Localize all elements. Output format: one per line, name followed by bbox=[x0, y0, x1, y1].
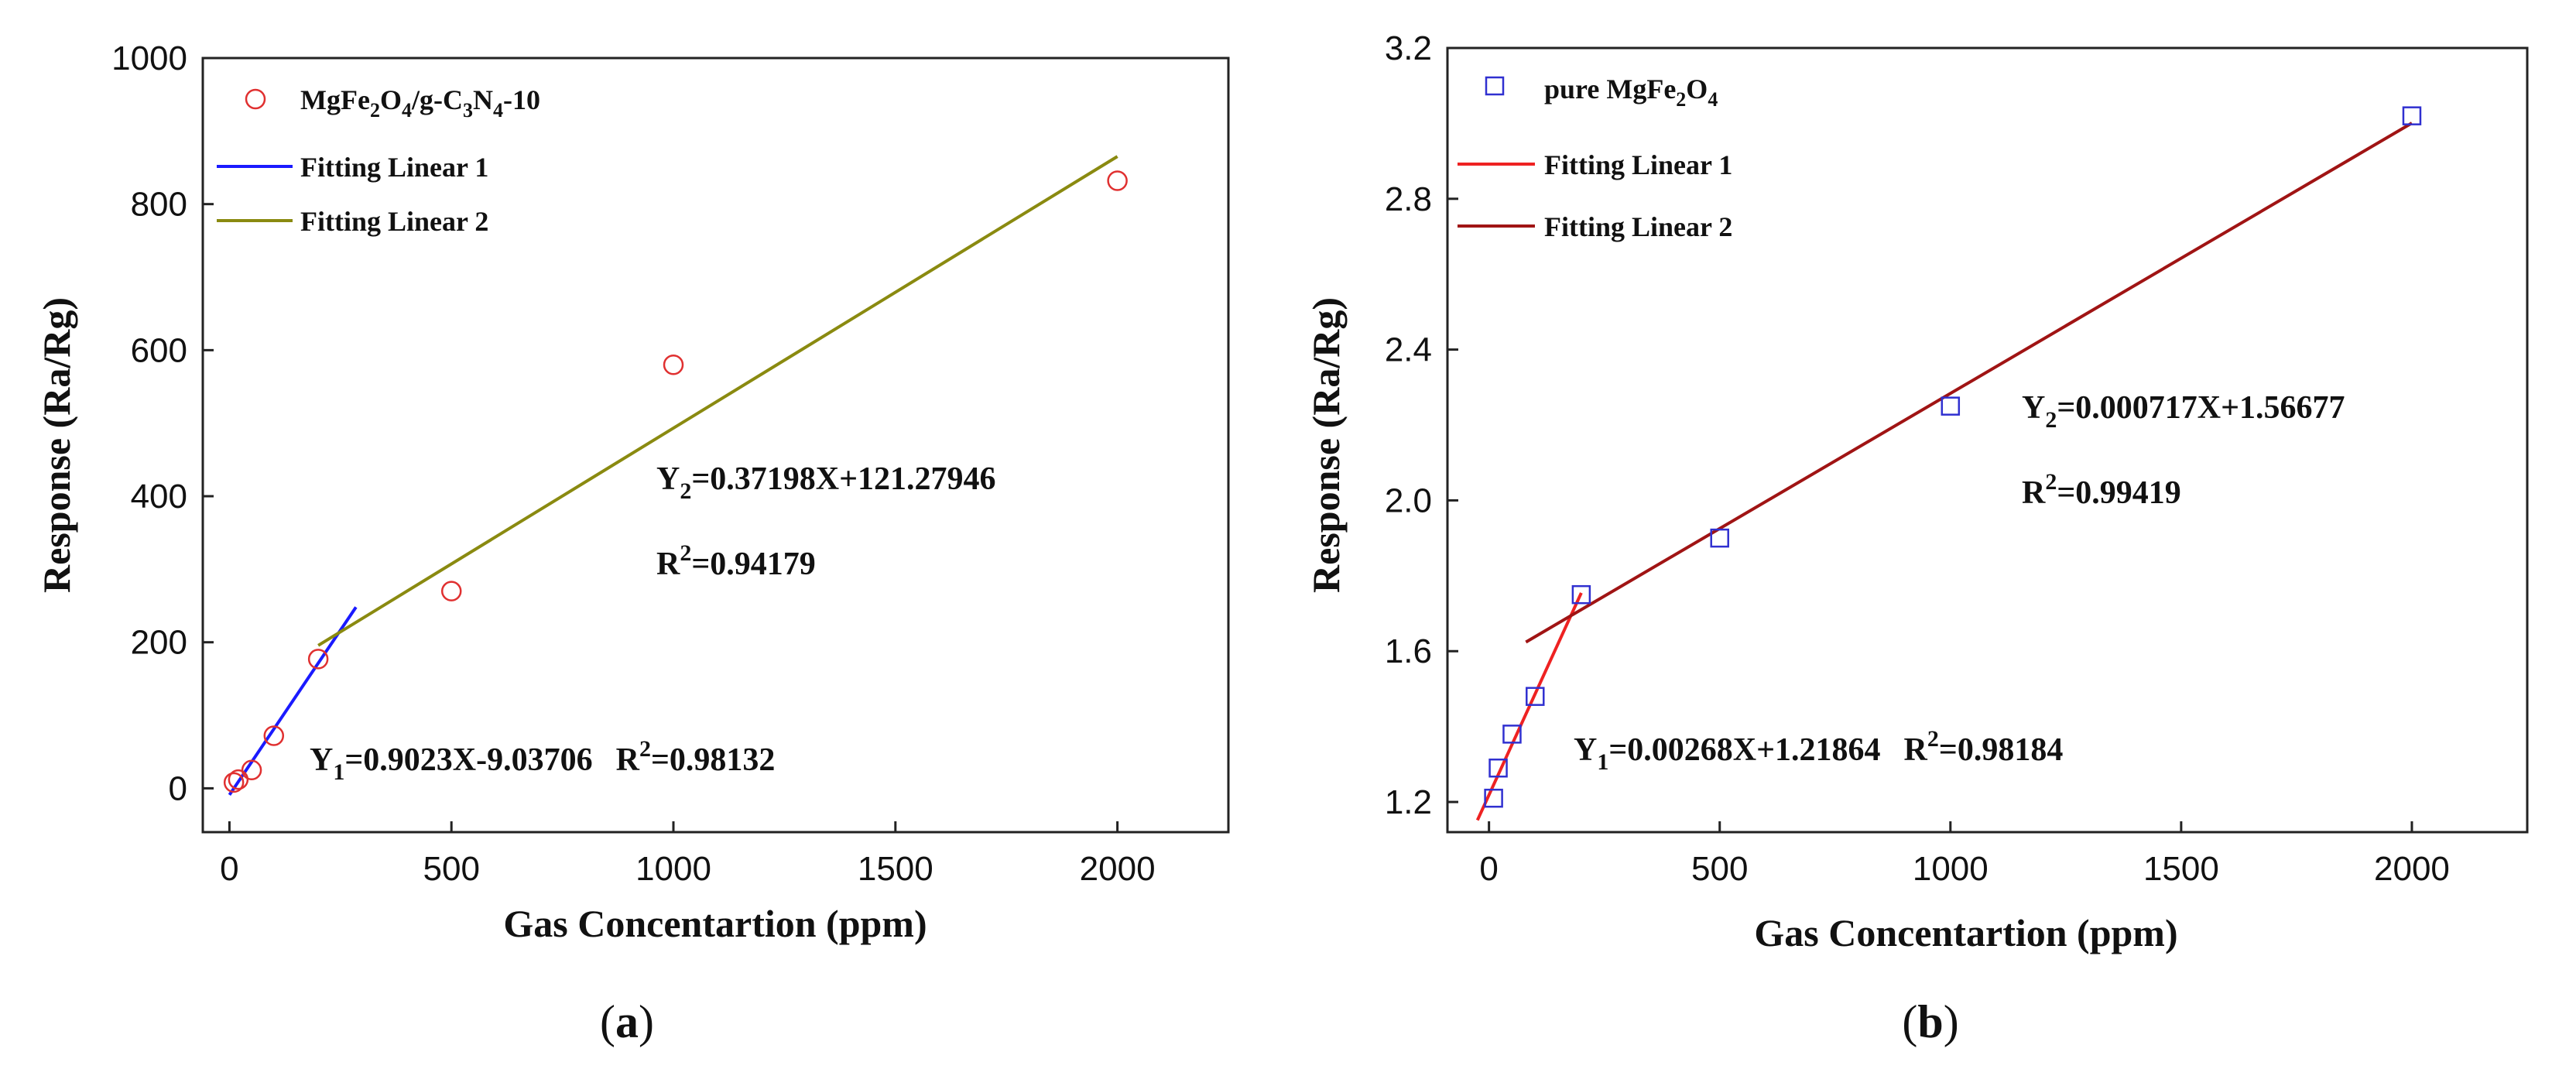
y-tick-label: 1000 bbox=[111, 39, 187, 77]
data-point bbox=[223, 772, 245, 793]
x-tick-label: 500 bbox=[1691, 850, 1748, 888]
chart-b-svg: 0 500 1000 1500 2000 1.2 1.6 2.0 2.4 2.8 3.2 Gas C… bbox=[1304, 29, 2529, 1047]
data-point bbox=[1710, 528, 1729, 548]
x-tick-label: 1500 bbox=[2143, 850, 2219, 888]
y-axis-title: Response (Ra/Rg) bbox=[35, 297, 78, 593]
equation-fit2: Y2=0.000717X+1.56677 bbox=[2022, 390, 2345, 433]
x-tick-label: 1000 bbox=[1913, 850, 1989, 888]
x-axis-title: Gas Concentartion (ppm) bbox=[503, 902, 927, 945]
data-point bbox=[1107, 170, 1128, 191]
legend-label-fit1: Fitting Linear 1 bbox=[1544, 149, 1732, 180]
legend: pure MgFe2O4 Fitting Linear 1 Fitting Li… bbox=[1458, 74, 1732, 242]
x-tick-label: 500 bbox=[423, 850, 480, 888]
plot-frame bbox=[201, 57, 1230, 834]
x-tick-label: 1500 bbox=[858, 850, 933, 888]
chart-a-svg: 0 500 1000 1500 2000 0 200 400 600 800 1000 Gas Co… bbox=[35, 39, 1230, 1047]
data-point bbox=[2402, 106, 2422, 125]
fit-line-2 bbox=[1525, 122, 2413, 644]
x-axis-title: Gas Concentartion (ppm) bbox=[1754, 911, 2177, 954]
legend-label-fit2: Fitting Linear 2 bbox=[300, 206, 488, 237]
x-tick-label: 1000 bbox=[635, 850, 711, 888]
fit-line-1 bbox=[228, 606, 358, 797]
data-point bbox=[1526, 687, 1545, 706]
y-tick-label: 200 bbox=[131, 624, 187, 662]
caption-a: (a) bbox=[600, 996, 654, 1047]
y-tick-label: 3.2 bbox=[1385, 29, 1432, 67]
chart-panel-b: 0 500 1000 1500 2000 1.2 1.6 2.0 2.4 2.8 3.2 Gas C… bbox=[1269, 0, 2576, 1069]
data-points bbox=[223, 170, 1128, 793]
data-points bbox=[1484, 106, 2422, 808]
fit-lines bbox=[228, 155, 1118, 797]
r-squared-fit2: R2=0.94179 bbox=[656, 540, 816, 582]
legend-label-scatter: MgFe2O4/g-C3N4-10 bbox=[300, 84, 540, 122]
data-point bbox=[241, 759, 262, 781]
y-axis-title: Response (Ra/Rg) bbox=[1304, 297, 1348, 593]
data-point bbox=[440, 581, 462, 601]
legend-label-scatter: pure MgFe2O4 bbox=[1544, 74, 1718, 111]
axis-ticks: 0 500 1000 1500 2000 1.2 1.6 2.0 2.4 2.8 3.2 bbox=[1385, 29, 2450, 888]
y-tick-label: 2.0 bbox=[1385, 481, 1432, 519]
data-point bbox=[1941, 396, 1961, 416]
data-point bbox=[263, 725, 285, 746]
y-tick-label: 2.8 bbox=[1385, 180, 1432, 218]
legend-label-fit2: Fitting Linear 2 bbox=[1544, 211, 1732, 242]
legend-label-fit1: Fitting Linear 1 bbox=[300, 152, 488, 183]
data-point bbox=[663, 354, 684, 375]
data-point bbox=[228, 769, 249, 790]
equation-fit1: Y1=0.9023X-9.03706 R2=0.98132 bbox=[310, 736, 775, 785]
r-squared-fit2: R2=0.99419 bbox=[2022, 469, 2181, 511]
legend-marker-circle bbox=[245, 88, 266, 110]
fit-line-1 bbox=[1475, 592, 1583, 821]
legend-marker-square bbox=[1485, 76, 1505, 96]
fit-lines bbox=[1475, 122, 2413, 821]
y-tick-label: 1.6 bbox=[1385, 632, 1432, 670]
plot-frame bbox=[1446, 46, 2529, 834]
data-point bbox=[1484, 788, 1503, 808]
data-point bbox=[1502, 725, 1522, 744]
caption-b: (b) bbox=[1902, 996, 1958, 1047]
equation-fit1: Y1=0.00268X+1.21864 R2=0.98184 bbox=[1574, 726, 2063, 775]
x-tick-label: 0 bbox=[1479, 850, 1498, 888]
fit-line-2 bbox=[317, 155, 1118, 647]
data-point bbox=[1488, 758, 1508, 778]
equation-fit2: Y2=0.37198X+121.27946 bbox=[656, 461, 996, 504]
x-tick-label: 2000 bbox=[1080, 850, 1156, 888]
data-point bbox=[1571, 584, 1591, 605]
legend: MgFe2O4/g-C3N4-10 Fitting Linear 1 Fitti… bbox=[217, 84, 540, 237]
x-tick-label: 2000 bbox=[2374, 850, 2450, 888]
chart-panel-a: 0 500 1000 1500 2000 0 200 400 600 800 1000 Gas Co… bbox=[0, 0, 1269, 1069]
y-tick-label: 1.2 bbox=[1385, 783, 1432, 821]
y-tick-label: 0 bbox=[169, 769, 187, 807]
x-tick-label: 0 bbox=[220, 850, 238, 888]
y-tick-label: 600 bbox=[131, 331, 187, 369]
data-point bbox=[307, 649, 329, 670]
y-tick-label: 400 bbox=[131, 478, 187, 516]
y-tick-label: 2.4 bbox=[1385, 331, 1432, 369]
axis-ticks: 0 500 1000 1500 2000 0 200 400 600 800 1000 bbox=[111, 39, 1155, 888]
y-tick-label: 800 bbox=[131, 186, 187, 224]
